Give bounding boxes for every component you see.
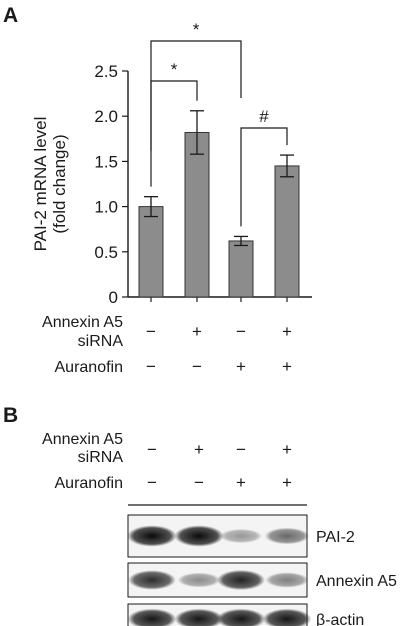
panel-a-label: A [3, 4, 18, 27]
panel-b-label: B [3, 404, 18, 427]
bar-chart: 0 0.5 1.0 1.5 2.0 2.5 PAI-2 mRNA level (fold ch… [31, 20, 312, 307]
blot-label: β-actin [316, 612, 364, 626]
blot-band [216, 608, 266, 626]
significance-symbol: # [259, 107, 269, 126]
condition-table-a: Annexin A5 siRNA − + − + Auranofin − − + + [42, 314, 292, 376]
blot-band [174, 608, 224, 626]
condition-mark: + [192, 322, 202, 341]
y-tick-label: 1.0 [94, 198, 118, 217]
condition-mark: + [282, 357, 292, 376]
condition-label: Annexin A5 [42, 314, 123, 331]
condition-label: Auranofin [55, 475, 124, 492]
condition-mark: − [146, 322, 156, 341]
significance-symbol: * [193, 20, 200, 39]
y-axis-label-line: (fold change) [50, 134, 69, 233]
condition-label: Auranofin [55, 359, 124, 376]
condition-mark: + [194, 440, 204, 459]
blot-band [128, 570, 176, 590]
blot-band [127, 525, 177, 547]
blot-band [216, 569, 266, 591]
blot-label: Annexin A5 [316, 573, 397, 590]
bar [184, 131, 210, 298]
y-tick-label: 2.0 [94, 107, 118, 126]
y-tick-label: 0.5 [94, 243, 118, 262]
bar [274, 165, 300, 298]
y-tick-label: 0 [109, 288, 118, 307]
significance-bracket [240, 127, 288, 227]
blot-band [264, 527, 310, 545]
condition-label: siRNA [78, 449, 124, 466]
bar [138, 206, 164, 298]
y-axis-label: PAI-2 mRNA level (fold change) [31, 117, 69, 252]
y-tick-label: 1.5 [94, 152, 118, 171]
condition-label: siRNA [78, 333, 124, 350]
condition-label: Annexin A5 [42, 431, 123, 448]
blot-band [174, 525, 224, 547]
blot-band [219, 528, 263, 544]
bar [228, 240, 254, 298]
significance-bracket [150, 40, 242, 151]
condition-mark: − [147, 473, 157, 492]
condition-mark: − [192, 357, 202, 376]
condition-mark: − [146, 357, 156, 376]
blot-band [262, 608, 312, 626]
western-blots: PAI-2 Annexin A5 β-actin [127, 504, 397, 626]
blot-band [265, 572, 309, 588]
blot-label: PAI-2 [316, 529, 355, 546]
condition-mark: − [236, 322, 246, 341]
condition-mark: + [236, 473, 246, 492]
condition-mark: − [147, 440, 157, 459]
condition-mark: − [236, 440, 246, 459]
y-axis-label-line: PAI-2 mRNA level [31, 117, 50, 252]
y-tick-label: 2.5 [94, 62, 118, 81]
condition-mark: + [282, 473, 292, 492]
condition-mark: + [282, 322, 292, 341]
condition-mark: − [194, 473, 204, 492]
blot-band [177, 572, 221, 588]
condition-mark: + [236, 357, 246, 376]
blot-band [127, 608, 177, 626]
significance-symbol: * [171, 60, 178, 79]
condition-mark: + [282, 440, 292, 459]
